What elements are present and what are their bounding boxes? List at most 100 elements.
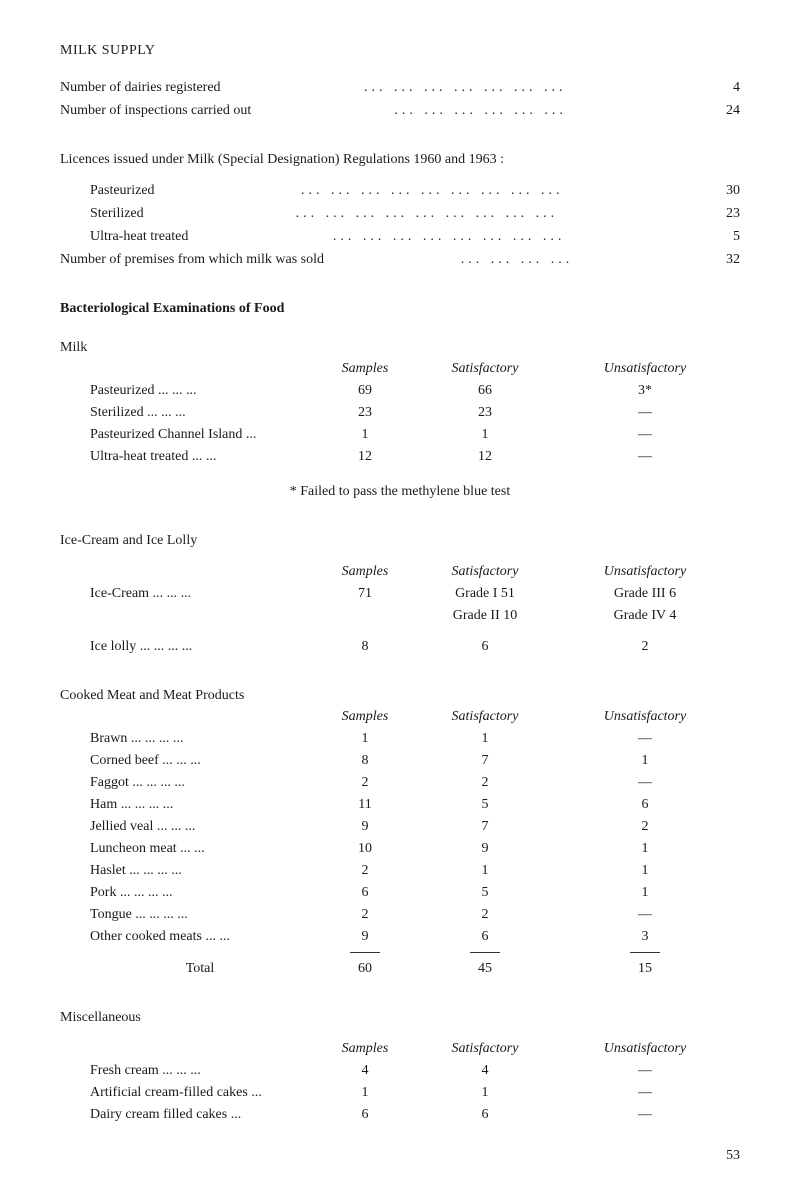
- col-satisfactory: Satisfactory: [420, 358, 550, 379]
- cooked-table: Samples Satisfactory Unsatisfactory Braw…: [60, 706, 740, 979]
- row-samples: 1: [310, 728, 420, 749]
- row-label: Ultra-heat treated ... ...: [90, 446, 310, 467]
- row-label: Faggot ... ... ... ...: [90, 772, 310, 793]
- table-row: Sterilized ... ... ... 23 23 —: [90, 402, 740, 423]
- row-unsatisfactory: 2: [550, 636, 740, 657]
- icecream-table: Samples Satisfactory Unsatisfactory Ice-…: [60, 561, 740, 657]
- row-label: Dairy cream filled cakes ...: [90, 1104, 310, 1125]
- row-satisfactory: 6: [420, 926, 550, 947]
- row-satisfactory: 2: [420, 904, 550, 925]
- item-label: Number of dairies registered: [60, 77, 221, 98]
- row-label: Fresh cream ... ... ...: [90, 1060, 310, 1081]
- table-row: Jellied veal ... ... ...972: [90, 816, 740, 837]
- row-unsatisfactory: —: [550, 772, 740, 793]
- row-samples: [310, 605, 420, 626]
- table-row: Pork ... ... ... ...651: [90, 882, 740, 903]
- table-row: Artificial cream-filled cakes ...11—: [90, 1082, 740, 1103]
- registry-item: Number of dairies registered ... ... ...…: [60, 77, 740, 98]
- row-label: Artificial cream-filled cakes ...: [90, 1082, 310, 1103]
- total-row: Total 60 45 15: [60, 958, 740, 979]
- col-unsatisfactory: Unsatisfactory: [550, 358, 740, 379]
- col-unsatisfactory: Unsatisfactory: [550, 561, 740, 582]
- col-satisfactory: Satisfactory: [420, 706, 550, 727]
- registry-section: Number of dairies registered ... ... ...…: [60, 77, 740, 121]
- row-label: Sterilized ... ... ...: [90, 402, 310, 423]
- item-value: 30: [710, 180, 740, 201]
- row-unsatisfactory: —: [550, 1082, 740, 1103]
- row-unsatisfactory: 6: [550, 794, 740, 815]
- row-samples: 12: [310, 446, 420, 467]
- table-row: Ham ... ... ... ...1156: [90, 794, 740, 815]
- table-row: Pasteurized ... ... ... 69 66 3*: [90, 380, 740, 401]
- licence-item: Ultra-heat treated ... ... ... ... ... .…: [60, 226, 740, 247]
- row-samples: 23: [310, 402, 420, 423]
- cooked-section: Cooked Meat and Meat Products Samples Sa…: [60, 685, 740, 979]
- milk-footnote: * Failed to pass the methylene blue test: [60, 481, 740, 502]
- row-label: Ham ... ... ... ...: [90, 794, 310, 815]
- table-row: Luncheon meat ... ...1091: [90, 838, 740, 859]
- total-unsatisfactory: 15: [550, 958, 740, 979]
- item-dots: ... ... ... ...: [461, 249, 574, 270]
- row-satisfactory: 1: [420, 860, 550, 881]
- icecream-heading: Ice-Cream and Ice Lolly: [60, 530, 740, 551]
- cooked-heading: Cooked Meat and Meat Products: [60, 685, 740, 706]
- row-samples: 6: [310, 1104, 420, 1125]
- row-satisfactory: 1: [420, 1082, 550, 1103]
- item-value: 32: [710, 249, 740, 270]
- total-samples: 60: [310, 958, 420, 979]
- row-unsatisfactory: 1: [550, 860, 740, 881]
- table-row: Grade II 10 Grade IV 4: [90, 605, 740, 626]
- item-value: 4: [710, 77, 740, 98]
- table-row: Ice lolly ... ... ... ... 8 6 2: [90, 636, 740, 657]
- table-row: Tongue ... ... ... ...22—: [90, 904, 740, 925]
- row-satisfactory: 9: [420, 838, 550, 859]
- row-unsatisfactory: 3*: [550, 380, 740, 401]
- table-header: Samples Satisfactory Unsatisfactory: [60, 1038, 740, 1059]
- col-unsatisfactory: Unsatisfactory: [550, 1038, 740, 1059]
- item-value: 5: [710, 226, 740, 247]
- misc-section: Miscellaneous Samples Satisfactory Unsat…: [60, 1007, 740, 1125]
- row-satisfactory: 5: [420, 794, 550, 815]
- row-samples: 1: [310, 1082, 420, 1103]
- row-satisfactory: 6: [420, 636, 550, 657]
- row-unsatisfactory: —: [550, 1104, 740, 1125]
- item-value: 24: [710, 100, 740, 121]
- row-label: Corned beef ... ... ...: [90, 750, 310, 771]
- row-unsatisfactory: 3: [550, 926, 740, 947]
- row-satisfactory: 12: [420, 446, 550, 467]
- row-samples: 10: [310, 838, 420, 859]
- row-unsatisfactory: 1: [550, 882, 740, 903]
- table-row: [60, 948, 740, 957]
- table-row: Ultra-heat treated ... ... 12 12 —: [90, 446, 740, 467]
- row-label: Ice-Cream ... ... ...: [90, 583, 310, 604]
- row-unsatisfactory: —: [550, 402, 740, 423]
- item-dots: ... ... ... ... ... ... ... ... ...: [296, 203, 559, 224]
- row-unsatisfactory: 2: [550, 816, 740, 837]
- row-unsatisfactory: —: [550, 424, 740, 445]
- col-satisfactory: Satisfactory: [420, 561, 550, 582]
- item-label: Pasteurized: [90, 180, 155, 201]
- total-satisfactory: 45: [420, 958, 550, 979]
- page-title: MILK SUPPLY: [60, 40, 740, 61]
- row-satisfactory: 7: [420, 750, 550, 771]
- row-unsatisfactory: 1: [550, 750, 740, 771]
- page-number: 53: [60, 1145, 740, 1166]
- item-label: Number of premises from which milk was s…: [60, 249, 324, 270]
- table-header: Samples Satisfactory Unsatisfactory: [60, 561, 740, 582]
- row-label: Brawn ... ... ... ...: [90, 728, 310, 749]
- item-dots: ... ... ... ... ... ... ... ... ...: [301, 180, 564, 201]
- row-satisfactory: 66: [420, 380, 550, 401]
- col-samples: Samples: [310, 358, 420, 379]
- licence-item: Pasteurized ... ... ... ... ... ... ... …: [60, 180, 740, 201]
- row-satisfactory: 6: [420, 1104, 550, 1125]
- table-row: Fresh cream ... ... ...44—: [90, 1060, 740, 1081]
- row-label: Ice lolly ... ... ... ...: [90, 636, 310, 657]
- row-samples: 8: [310, 636, 420, 657]
- table-header: Samples Satisfactory Unsatisfactory: [60, 358, 740, 379]
- row-unsatisfactory: Grade III 6: [550, 583, 740, 604]
- row-samples: 4: [310, 1060, 420, 1081]
- row-label: Luncheon meat ... ...: [90, 838, 310, 859]
- misc-table: Samples Satisfactory Unsatisfactory Fres…: [60, 1038, 740, 1125]
- row-samples: 69: [310, 380, 420, 401]
- item-value: 23: [710, 203, 740, 224]
